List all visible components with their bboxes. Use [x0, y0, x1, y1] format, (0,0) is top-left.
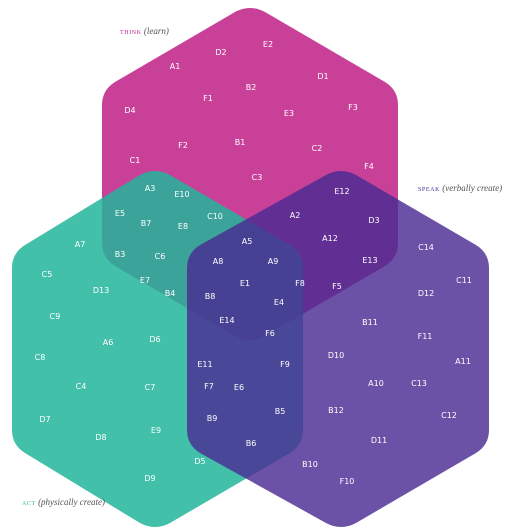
speak-label-name: speak	[418, 183, 441, 193]
act-label: act (physically create)	[22, 497, 105, 507]
item-a3: A3	[145, 184, 156, 193]
item-d1: D1	[317, 72, 328, 81]
item-b6: B6	[246, 439, 257, 448]
item-e2: E2	[263, 40, 273, 49]
item-d11: D11	[371, 436, 387, 445]
item-b3: B3	[115, 250, 126, 259]
item-f2: F2	[178, 141, 188, 150]
item-b12: B12	[328, 406, 344, 415]
item-c5: C5	[42, 270, 53, 279]
item-c4: C4	[76, 382, 87, 391]
item-b7: B7	[141, 219, 152, 228]
item-a9: A9	[268, 257, 279, 266]
item-b4: B4	[165, 289, 176, 298]
item-d10: D10	[328, 351, 344, 360]
item-c8: C8	[35, 353, 46, 362]
item-f5: F5	[332, 282, 342, 291]
act-label-name: act	[22, 497, 36, 507]
item-a7: A7	[75, 240, 86, 249]
item-e3: E3	[284, 109, 294, 118]
item-a5: A5	[242, 237, 253, 246]
item-e7: E7	[140, 276, 150, 285]
item-f3: F3	[348, 103, 358, 112]
item-a6: A6	[103, 338, 114, 347]
item-e8: E8	[178, 222, 188, 231]
item-c6: C6	[155, 252, 166, 261]
item-d13: D13	[93, 286, 109, 295]
item-e4: E4	[274, 298, 284, 307]
item-b5: B5	[275, 407, 286, 416]
item-f6: F6	[265, 329, 275, 338]
speak-label: speak (verbally create)	[418, 183, 502, 193]
item-c1: C1	[130, 156, 141, 165]
item-c11: C11	[456, 276, 472, 285]
item-d2: D2	[215, 48, 226, 57]
item-c13: C13	[411, 379, 427, 388]
item-e11: E11	[197, 360, 212, 369]
item-c2: C2	[312, 144, 323, 153]
item-c12: C12	[441, 411, 457, 420]
item-e13: E13	[362, 256, 377, 265]
item-f4: F4	[364, 162, 374, 171]
item-b11: B11	[362, 318, 378, 327]
item-e6: E6	[234, 383, 244, 392]
item-f9: F9	[280, 360, 290, 369]
item-d8: D8	[95, 433, 106, 442]
item-e12: E12	[334, 187, 349, 196]
item-b1: B1	[235, 138, 246, 147]
item-a12: A12	[322, 234, 338, 243]
item-c9: C9	[50, 312, 61, 321]
item-f7: F7	[204, 382, 214, 391]
item-f11: F11	[418, 332, 433, 341]
speak-label-desc: (verbally create)	[442, 183, 503, 193]
think-label-name: think	[120, 26, 142, 36]
item-b2: B2	[246, 83, 257, 92]
item-b9: B9	[207, 414, 218, 423]
item-c7: C7	[145, 383, 156, 392]
item-e10: E10	[174, 190, 189, 199]
item-c14: C14	[418, 243, 434, 252]
item-a11: A11	[455, 357, 471, 366]
item-a10: A10	[368, 379, 384, 388]
item-c10: C10	[207, 212, 223, 221]
item-c3: C3	[252, 173, 263, 182]
item-e1: E1	[240, 279, 250, 288]
item-a1: A1	[170, 62, 181, 71]
item-f8: F8	[295, 279, 305, 288]
item-d4: D4	[124, 106, 135, 115]
think-label: think (learn)	[120, 26, 169, 36]
item-f10: F10	[340, 477, 355, 486]
item-a2: A2	[290, 211, 301, 220]
item-b8: B8	[205, 292, 216, 301]
item-a8: A8	[213, 257, 224, 266]
item-e9: E9	[151, 426, 161, 435]
item-d7: D7	[39, 415, 50, 424]
speak-hexagon	[187, 171, 489, 527]
act-label-desc: (physically create)	[38, 497, 105, 507]
item-e5: E5	[115, 209, 125, 218]
think-label-desc: (learn)	[143, 26, 169, 36]
item-d6: D6	[149, 335, 160, 344]
item-d12: D12	[418, 289, 434, 298]
item-b10: B10	[302, 460, 318, 469]
item-f1: F1	[203, 94, 213, 103]
item-e14: E14	[219, 316, 234, 325]
item-d9: D9	[144, 474, 155, 483]
items-layer: E2 D2 A1 D1 B2 F1 F3 D4 E3 B1 F2 C2 C1 F4 C3 A3 E12 E10 E5…	[35, 40, 472, 486]
item-d3: D3	[368, 216, 379, 225]
item-d5: D5	[194, 457, 205, 466]
